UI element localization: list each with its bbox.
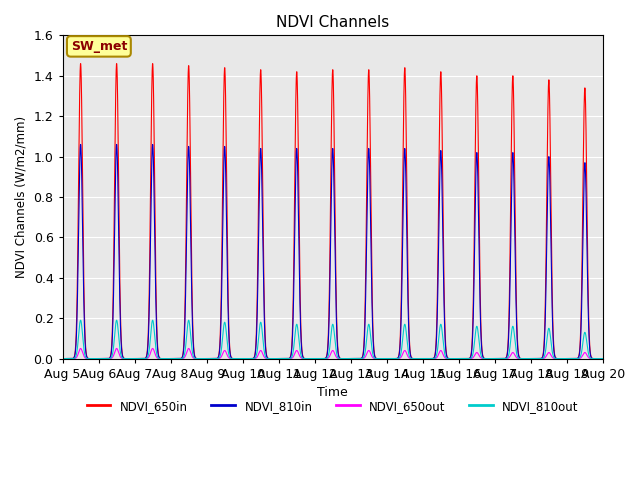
Legend: NDVI_650in, NDVI_810in, NDVI_650out, NDVI_810out: NDVI_650in, NDVI_810in, NDVI_650out, NDV… xyxy=(82,395,584,417)
Text: SW_met: SW_met xyxy=(70,40,127,53)
Title: NDVI Channels: NDVI Channels xyxy=(276,15,389,30)
Y-axis label: NDVI Channels (W/m2/mm): NDVI Channels (W/m2/mm) xyxy=(15,116,28,278)
X-axis label: Time: Time xyxy=(317,386,348,399)
